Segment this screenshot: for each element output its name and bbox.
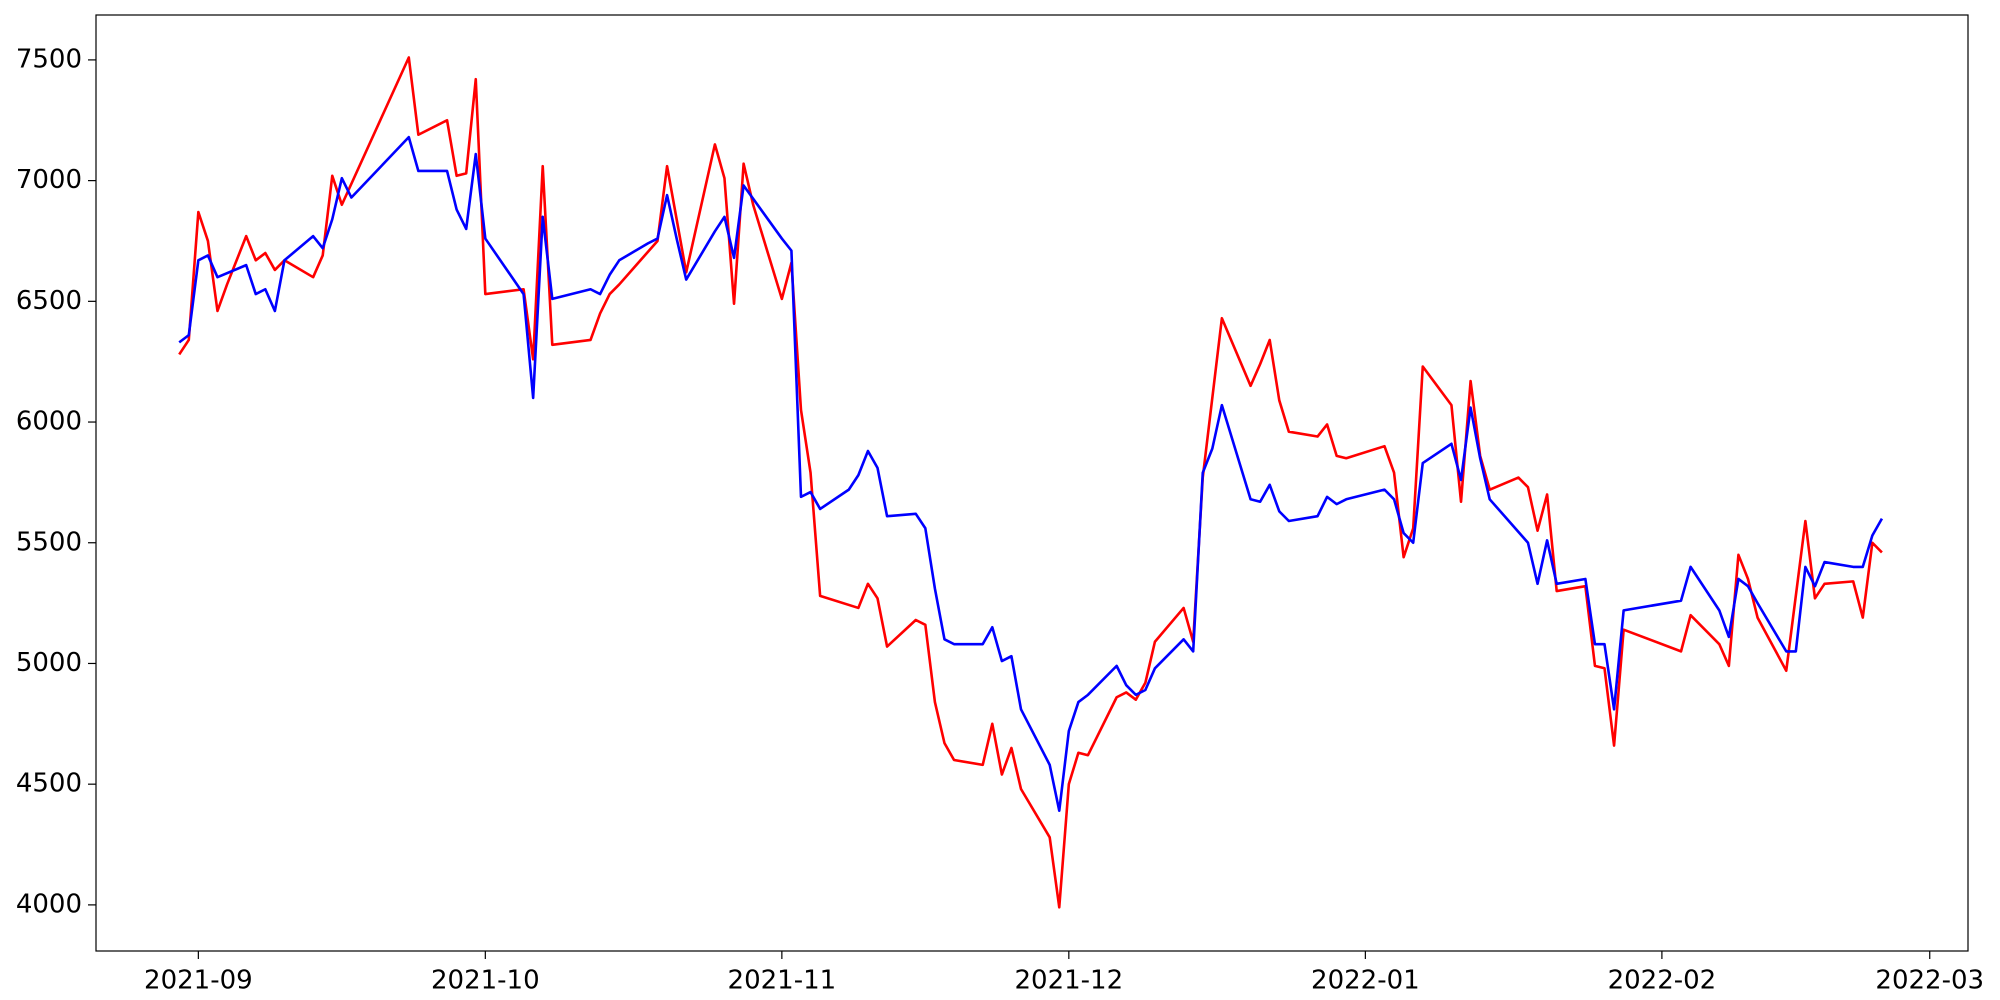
y-tick-label: 4000 bbox=[16, 889, 82, 919]
x-tick-label: 2021-10 bbox=[431, 966, 540, 996]
y-tick-label: 5000 bbox=[16, 648, 82, 678]
plot-frame bbox=[95, 14, 1969, 952]
y-tick-label: 7000 bbox=[16, 165, 82, 195]
x-tick-label: 2022-02 bbox=[1608, 966, 1717, 996]
x-tick-label: 2022-01 bbox=[1311, 966, 1420, 996]
x-tick-label: 2021-11 bbox=[728, 966, 837, 996]
y-tick-label: 4500 bbox=[16, 769, 82, 799]
y-tick-label: 6000 bbox=[16, 407, 82, 437]
y-tick-label: 5500 bbox=[16, 527, 82, 557]
series-line bbox=[178, 135, 1884, 813]
x-tick-label: 2021-12 bbox=[1015, 966, 1124, 996]
y-tick-label: 6500 bbox=[16, 286, 82, 316]
y-tick-label: 7500 bbox=[16, 44, 82, 74]
series-line bbox=[178, 56, 1883, 909]
x-tick-label: 2022-03 bbox=[1875, 966, 1984, 996]
x-tick-label: 2021-09 bbox=[144, 966, 253, 996]
